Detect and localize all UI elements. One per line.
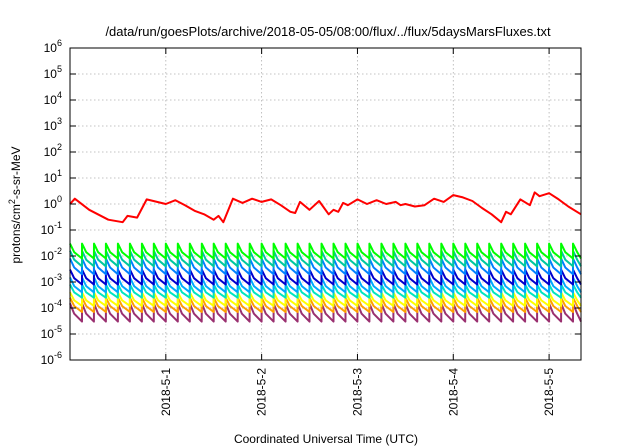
y-axis: 10-6 10-5 10-4 10-3 10-2 10-1 100 101 102 103 104 1…: [41, 38, 581, 367]
x-tick-label: 2018-5-2: [255, 368, 269, 416]
series-layer: [69, 191, 582, 323]
y-tick-label: 102: [44, 142, 62, 159]
y-tick-label: 100: [44, 194, 62, 211]
chart-title: /data/run/goesPlots/archive/2018-05-05/0…: [105, 24, 551, 39]
series-line: [69, 257, 582, 276]
series-line: [69, 242, 582, 260]
y-tick-label: 106: [44, 38, 62, 55]
series-line: [69, 291, 582, 307]
y-axis-label-sup: 2: [7, 199, 17, 204]
x-tick-label: 2018-5-3: [350, 368, 364, 416]
x-tick-label: 2018-5-1: [159, 368, 173, 416]
series-line: [69, 276, 582, 294]
series-line: [69, 268, 582, 286]
y-tick-label: 10-5: [41, 324, 62, 341]
y-tick-label: 10-6: [41, 350, 62, 367]
y-tick-label: 104: [44, 90, 62, 107]
y-tick-label: 10-4: [41, 298, 62, 315]
x-tick-label: 2018-5-5: [542, 368, 556, 416]
y-tick-label: 10-2: [41, 246, 62, 263]
x-axis-label: Coordinated Universal Time (UTC): [234, 432, 418, 446]
y-tick-label: 103: [44, 116, 62, 133]
y-tick-label: 10-3: [41, 272, 62, 289]
x-axis: 2018-5-1 2018-5-2 2018-5-3 2018-5-4 2018-5-5: [159, 48, 556, 416]
y-axis-label-base: protons/cm: [9, 204, 23, 263]
y-tick-label: 105: [44, 64, 62, 81]
series-line: [69, 191, 582, 224]
y-tick-label: 101: [44, 168, 62, 185]
y-axis-label-rest: -s-sr-MeV: [9, 146, 23, 199]
x-tick-label: 2018-5-4: [446, 368, 460, 416]
series-line: [69, 302, 582, 323]
series-line: [69, 283, 582, 299]
y-tick-label: 10-1: [41, 220, 62, 237]
series-line: [69, 296, 582, 313]
y-axis-label: protons/cm2-s-sr-MeV: [7, 146, 23, 263]
series-line: [69, 249, 582, 268]
